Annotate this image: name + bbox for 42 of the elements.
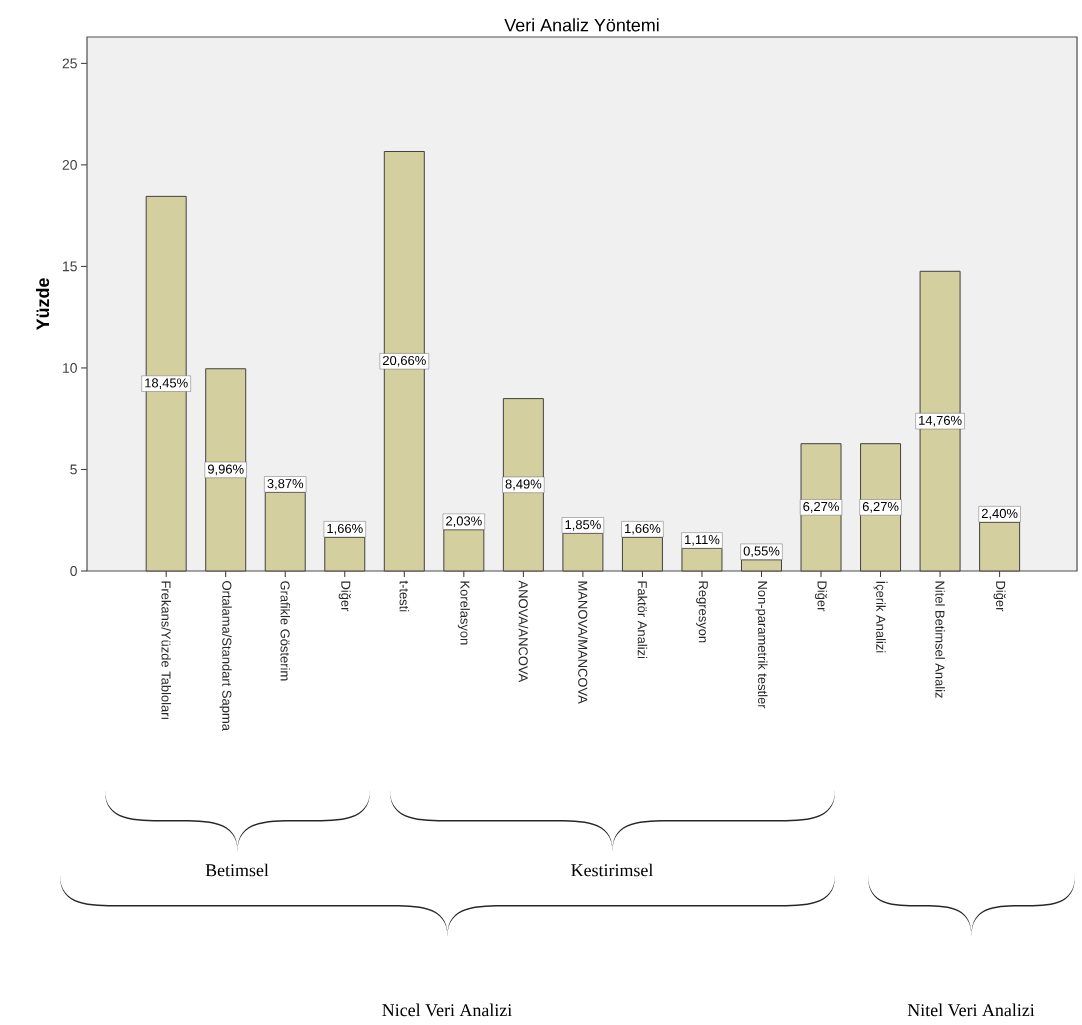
x-tick-label: Frekans/Yüzde Tabloları (161, 581, 171, 719)
y-tick-label: 25 (62, 58, 77, 69)
data-label: 6,27% (862, 501, 899, 513)
y-tick-label: 20 (62, 159, 77, 170)
data-label: 14,76% (919, 415, 962, 427)
x-tick-label: Non-parametrik testler (755, 581, 768, 709)
x-tick-label: ANOVA/ANCOVA (518, 580, 529, 683)
text: Nicel Veri Analizi (382, 1003, 512, 1017)
data-label: 1,66% (625, 523, 661, 535)
data-label: 18,45% (145, 378, 188, 390)
y-tick-label: 10 (63, 362, 77, 373)
x-tick-label: MANOVA/MANCOVA (578, 581, 588, 704)
data-label: 9,96% (207, 464, 244, 476)
data-label: 20,66% (383, 355, 426, 367)
x-tick-label: İçerik Analizi (873, 581, 888, 653)
data-label: 6,27% (803, 501, 839, 513)
y-axis-title: Yüzde (35, 278, 50, 331)
chart-title: Veri Analiz Yöntemi (504, 18, 659, 32)
text: Kestirimsel (571, 863, 653, 877)
x-tick-label: Faktör Analizi (637, 581, 648, 659)
x-tick-label: Diğer (814, 581, 828, 612)
x-tick-label: Korelasyon (457, 581, 470, 645)
data-label: 1,85% (565, 520, 601, 531)
x-tick-label: Grafikle Gösterim (280, 581, 291, 681)
data-label: 0,55% (743, 546, 780, 558)
data-label: 1,66% (327, 523, 363, 535)
data-label: 2,03% (446, 516, 482, 528)
data-label: 2,40% (981, 508, 1018, 520)
y-tick-label: 0 (70, 566, 77, 576)
text: Nitel Veri Analizi (907, 1003, 1035, 1017)
x-tick-label: Diğer (338, 581, 351, 612)
x-tick-label: Diğer (993, 581, 1006, 612)
x-tick-label: t-testi (399, 580, 410, 612)
x-tick-label: Ortalama/Standart Sapma (219, 581, 232, 731)
x-tick-label: Regresyon (696, 581, 708, 643)
data-label: 8,49% (505, 479, 542, 491)
data-label: 1,11% (685, 535, 720, 546)
data-label: 3,87% (267, 479, 304, 490)
y-tick-label: 15 (63, 261, 77, 272)
x-tick-label: Nitel Betimsel Analiz (935, 581, 945, 698)
y-tick-label: 5 (70, 464, 77, 475)
text: Betimsel (205, 863, 269, 877)
